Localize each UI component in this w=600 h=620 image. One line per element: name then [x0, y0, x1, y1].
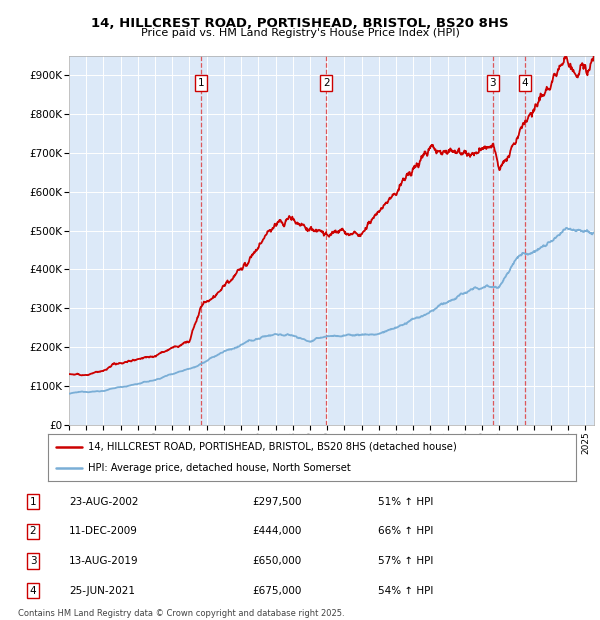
Text: 1: 1: [29, 497, 37, 507]
Text: 1: 1: [197, 78, 204, 88]
Text: 66% ↑ HPI: 66% ↑ HPI: [378, 526, 433, 536]
Text: 14, HILLCREST ROAD, PORTISHEAD, BRISTOL, BS20 8HS: 14, HILLCREST ROAD, PORTISHEAD, BRISTOL,…: [91, 17, 509, 30]
Text: 25-JUN-2021: 25-JUN-2021: [69, 586, 135, 596]
Text: 54% ↑ HPI: 54% ↑ HPI: [378, 586, 433, 596]
Text: £675,000: £675,000: [252, 586, 301, 596]
Text: Contains HM Land Registry data © Crown copyright and database right 2025.: Contains HM Land Registry data © Crown c…: [18, 609, 344, 618]
Text: 57% ↑ HPI: 57% ↑ HPI: [378, 556, 433, 566]
Text: 11-DEC-2009: 11-DEC-2009: [69, 526, 138, 536]
Text: 13-AUG-2019: 13-AUG-2019: [69, 556, 139, 566]
Text: 3: 3: [490, 78, 496, 88]
Text: £297,500: £297,500: [252, 497, 302, 507]
Text: 4: 4: [29, 586, 37, 596]
Text: £444,000: £444,000: [252, 526, 301, 536]
Text: 14, HILLCREST ROAD, PORTISHEAD, BRISTOL, BS20 8HS (detached house): 14, HILLCREST ROAD, PORTISHEAD, BRISTOL,…: [88, 441, 457, 451]
Text: 4: 4: [521, 78, 528, 88]
Text: 2: 2: [29, 526, 37, 536]
Text: 3: 3: [29, 556, 37, 566]
Text: 23-AUG-2002: 23-AUG-2002: [69, 497, 139, 507]
Text: £650,000: £650,000: [252, 556, 301, 566]
Text: 51% ↑ HPI: 51% ↑ HPI: [378, 497, 433, 507]
Text: HPI: Average price, detached house, North Somerset: HPI: Average price, detached house, Nort…: [88, 463, 350, 473]
Text: Price paid vs. HM Land Registry's House Price Index (HPI): Price paid vs. HM Land Registry's House …: [140, 28, 460, 38]
Text: 2: 2: [323, 78, 329, 88]
